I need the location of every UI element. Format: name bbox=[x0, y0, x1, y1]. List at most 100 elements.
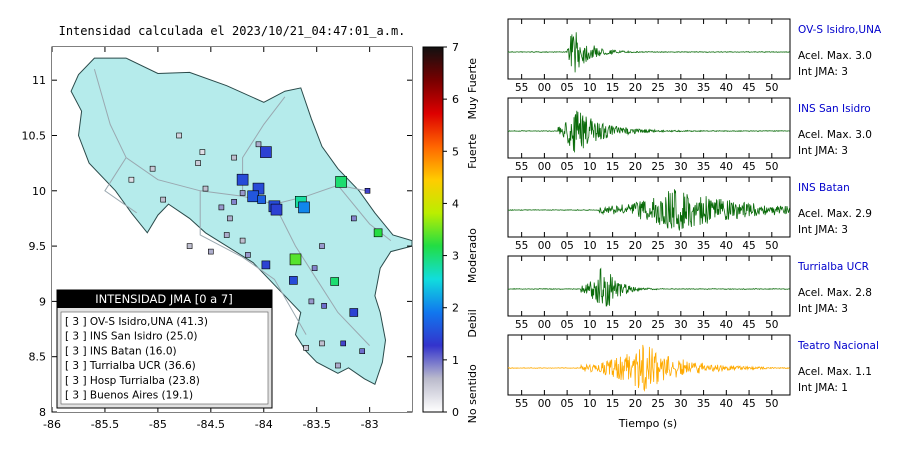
time-tick-label: 05 bbox=[560, 240, 573, 252]
time-tick-label: 50 bbox=[765, 240, 778, 252]
waveform-line bbox=[507, 267, 790, 307]
seismogram-4: 55 00 05 10 15 20 25 30 35 40 45 50 Teatro Nacional A… bbox=[507, 334, 879, 410]
station-marker bbox=[289, 253, 302, 266]
station-marker bbox=[195, 160, 201, 166]
intensity-colorbar: 0 1 2 3 4 5 6 7 No sentido Debil Moderado Fuerte Mu… bbox=[422, 41, 479, 423]
time-tick-label: 55 bbox=[515, 398, 528, 410]
legend-header: INTENSIDAD JMA [0 a 7] bbox=[95, 292, 232, 306]
time-tick-label: 35 bbox=[697, 319, 710, 331]
time-tick-label: 00 bbox=[538, 82, 551, 94]
waveform-line bbox=[507, 32, 790, 73]
time-tick-label: 10 bbox=[583, 161, 596, 173]
colorbar-tick-label: 3 bbox=[452, 250, 459, 263]
legend-row: [ 3 ] OV-S Isidro,UNA (41.3) bbox=[65, 316, 208, 328]
acel-max-label: Acel. Max. 1.1 bbox=[798, 366, 872, 378]
jma-intensity-label: Int JMA: 3 bbox=[798, 224, 848, 236]
station-marker bbox=[149, 165, 156, 172]
time-tick-label: 40 bbox=[720, 398, 733, 410]
seismogram-3: 55 00 05 10 15 20 25 30 35 40 45 50 Turrialba UCR Ace… bbox=[507, 255, 872, 331]
y-tick-label: 8.5 bbox=[29, 351, 47, 364]
intensity-legend: INTENSIDAD JMA [0 a 7] [ 3 ] OV-S Isidro… bbox=[56, 289, 273, 409]
time-tick-label: 15 bbox=[606, 161, 619, 173]
time-tick-label: 20 bbox=[629, 398, 642, 410]
time-tick-label: 30 bbox=[674, 398, 687, 410]
time-tick-label: 30 bbox=[674, 161, 687, 173]
seismogram-panels: 55 00 05 10 15 20 25 30 35 40 45 50 OV-S Isidro,UNA A… bbox=[507, 18, 882, 410]
station-marker bbox=[261, 260, 271, 270]
time-tick-label: 05 bbox=[560, 82, 573, 94]
station-marker bbox=[335, 176, 347, 188]
station-marker bbox=[321, 302, 327, 309]
time-tick-label: 40 bbox=[720, 240, 733, 252]
station-marker bbox=[303, 344, 309, 351]
station-name: INS San Isidro bbox=[798, 103, 871, 115]
station-marker bbox=[298, 201, 310, 214]
time-tick-label: 00 bbox=[538, 240, 551, 252]
station-marker bbox=[236, 173, 249, 186]
x-tick-label: -86 bbox=[43, 418, 61, 431]
time-tick-label: 15 bbox=[606, 398, 619, 410]
time-tick-label: 20 bbox=[629, 240, 642, 252]
road-6 bbox=[337, 184, 392, 241]
station-marker bbox=[364, 188, 371, 194]
legend-row: [ 3 ] INS Batan (16.0) bbox=[65, 345, 177, 357]
y-tick-label: 8 bbox=[39, 406, 46, 419]
time-tick-label: 25 bbox=[651, 240, 664, 252]
colorbar-tick-label: 2 bbox=[452, 302, 459, 315]
colorbar-tick-label: 4 bbox=[452, 197, 459, 210]
time-tick-label: 35 bbox=[697, 240, 710, 252]
station-name: Turrialba UCR bbox=[797, 261, 869, 273]
legend-row: [ 3 ] Hosp Turrialba (23.8) bbox=[65, 375, 200, 387]
time-tick-label: 10 bbox=[583, 398, 596, 410]
time-tick-label: 10 bbox=[583, 319, 596, 331]
x-tick-label: -83.5 bbox=[302, 418, 330, 431]
station-marker bbox=[319, 340, 325, 347]
time-tick-label: 45 bbox=[742, 240, 755, 252]
time-tick-label: 35 bbox=[697, 161, 710, 173]
time-tick-label: 30 bbox=[674, 82, 687, 94]
colorbar-category-label: No sentido bbox=[466, 364, 479, 423]
jma-intensity-label: Int JMA: 3 bbox=[798, 303, 848, 315]
time-tick-label: 45 bbox=[742, 398, 755, 410]
x-tick-label: -85.5 bbox=[91, 418, 119, 431]
station-marker bbox=[199, 149, 206, 155]
station-marker bbox=[257, 195, 266, 204]
x-tick-label: -83 bbox=[361, 418, 379, 431]
time-axis-label: Tiempo (s) bbox=[618, 417, 677, 430]
map-x-ticks: -86 -85.5 -85 -84.5 -84 -83.5 -83 bbox=[43, 47, 379, 431]
station-marker bbox=[176, 132, 182, 139]
road-2 bbox=[274, 184, 367, 205]
acel-max-label: Acel. Max. 2.8 bbox=[798, 287, 872, 299]
time-tick-label: 25 bbox=[651, 319, 664, 331]
time-tick-label: 45 bbox=[742, 82, 755, 94]
station-marker bbox=[373, 228, 383, 238]
jma-intensity-label: Int JMA: 3 bbox=[798, 66, 848, 78]
legend-row: [ 3 ] INS San Isidro (25.0) bbox=[65, 331, 198, 343]
time-tick-label: 45 bbox=[742, 319, 755, 331]
time-tick-label: 25 bbox=[651, 82, 664, 94]
map-title: Intensidad calculada el 2023/10/21_04:47… bbox=[59, 24, 406, 38]
time-tick-label: 00 bbox=[538, 398, 551, 410]
coastline bbox=[70, 57, 413, 386]
time-tick-label: 30 bbox=[674, 240, 687, 252]
time-tick-label: 05 bbox=[560, 161, 573, 173]
station-marker bbox=[239, 237, 246, 244]
acel-max-label: Acel. Max. 2.9 bbox=[798, 208, 872, 220]
seismogram-2: 55 00 05 10 15 20 25 30 35 40 45 50 INS Batan Acel. M… bbox=[507, 176, 872, 252]
legend-row: [ 3 ] Buenos Aires (19.1) bbox=[65, 390, 193, 402]
colorbar-category-label: Moderado bbox=[466, 228, 479, 283]
time-tick-label: 35 bbox=[697, 82, 710, 94]
time-tick-label: 15 bbox=[606, 319, 619, 331]
seismogram-1: 55 00 05 10 15 20 25 30 35 40 45 50 INS San Isidro Ac… bbox=[507, 97, 872, 173]
station-marker bbox=[223, 232, 230, 238]
station-marker bbox=[186, 243, 193, 249]
jma-intensity-label: Int JMA: 3 bbox=[798, 145, 848, 157]
trace-frame bbox=[507, 97, 791, 159]
y-tick-label: 10.5 bbox=[22, 129, 47, 142]
station-marker bbox=[247, 190, 259, 203]
station-marker bbox=[227, 215, 233, 222]
colorbar-category-label: Debil bbox=[466, 309, 479, 337]
time-tick-label: 30 bbox=[674, 319, 687, 331]
station-name: Teatro Nacional bbox=[797, 340, 879, 352]
station-marker bbox=[231, 199, 237, 205]
